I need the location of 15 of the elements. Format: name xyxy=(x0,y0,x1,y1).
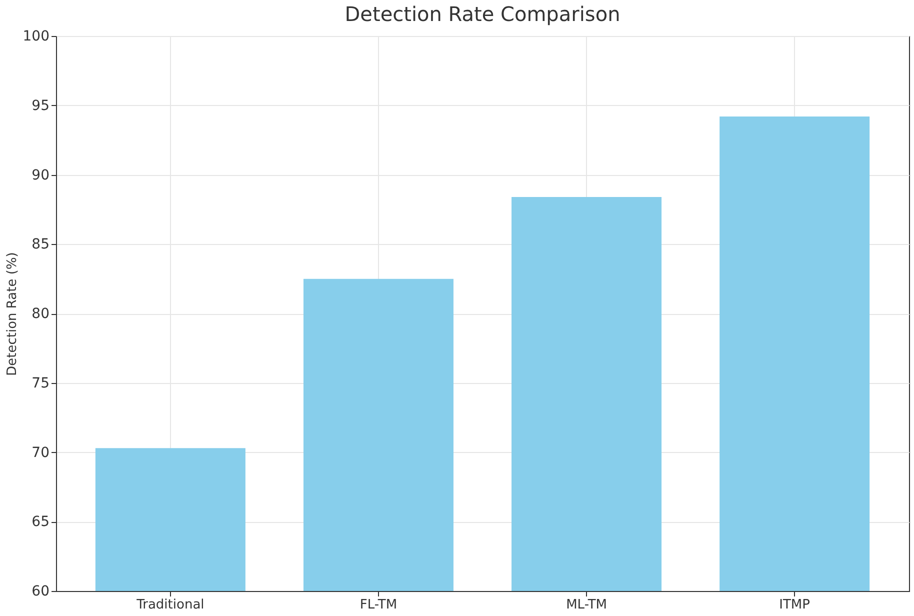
y-tick-label: 75 xyxy=(32,375,50,392)
y-tick-label: 90 xyxy=(32,167,50,184)
y-tick-label: 80 xyxy=(32,306,50,322)
y-tick-label: 70 xyxy=(32,444,50,461)
y-tick-label: 60 xyxy=(32,584,50,600)
x-tick-label: ML-TM xyxy=(566,598,607,612)
x-tick-label: FL-TM xyxy=(360,598,398,612)
y-tick-label: 95 xyxy=(32,98,50,114)
x-tick-label: Traditional xyxy=(136,598,204,612)
y-tick-label: 65 xyxy=(32,514,50,530)
x-tick-label: ITMP xyxy=(779,598,810,612)
y-axis-title: Detection Rate (%) xyxy=(4,252,20,376)
y-tick-label: 100 xyxy=(22,28,50,44)
chart-title: Detection Rate Comparison xyxy=(344,2,620,26)
y-tick-label: 85 xyxy=(32,236,50,253)
